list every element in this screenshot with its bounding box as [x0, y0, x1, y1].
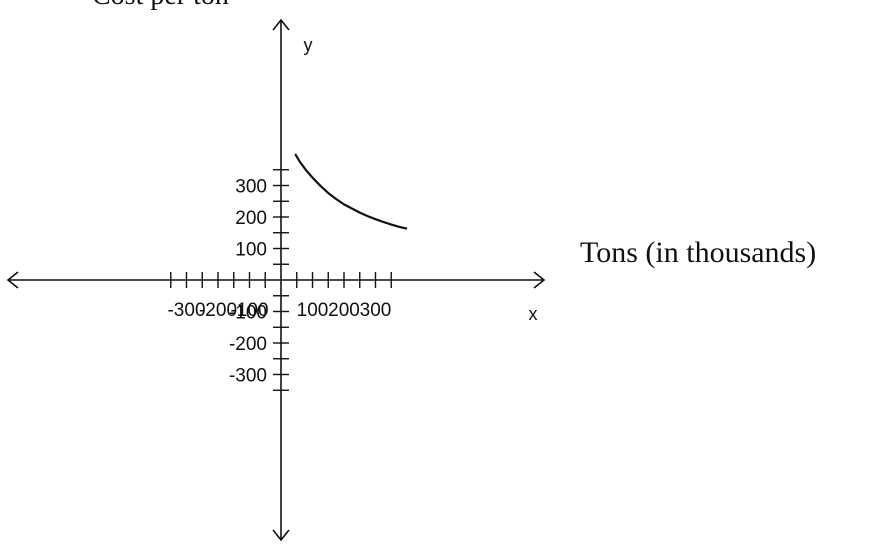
x-axis-arrow-left	[6, 271, 19, 289]
x-tick-label: -300	[167, 300, 205, 321]
y-axis-arrow-up	[272, 18, 290, 31]
y-tick-label: 200	[235, 208, 267, 229]
y-axis-arrow-down	[272, 529, 290, 542]
x-tick-label: 300	[360, 300, 392, 321]
curve-group	[294, 153, 408, 230]
data-curve	[294, 153, 408, 230]
y-tick-label: -300	[229, 366, 267, 387]
x-tick-label: 100	[297, 300, 329, 321]
y-tick-label: 100	[235, 240, 267, 261]
x-tick-label: 200	[328, 300, 360, 321]
y-tick-label: -200	[229, 334, 267, 355]
y-tick-label: -100	[229, 303, 267, 324]
x-tick-label: -200	[199, 300, 237, 321]
x-axis-caption: Tons (in thousands)	[580, 236, 817, 269]
x-axis-arrow-right	[533, 271, 546, 289]
y-axis-label: y	[304, 35, 313, 55]
top-caption: Cost per ton	[92, 0, 229, 12]
x-tick-label: -100	[230, 300, 268, 321]
tick-labels: -300-200-100 100 200 300300200100-100-200-3…	[167, 35, 537, 387]
x-axis-label: x	[529, 304, 538, 324]
y-tick-label: 300	[235, 177, 267, 198]
ticks	[170, 169, 392, 391]
axes	[6, 18, 546, 542]
